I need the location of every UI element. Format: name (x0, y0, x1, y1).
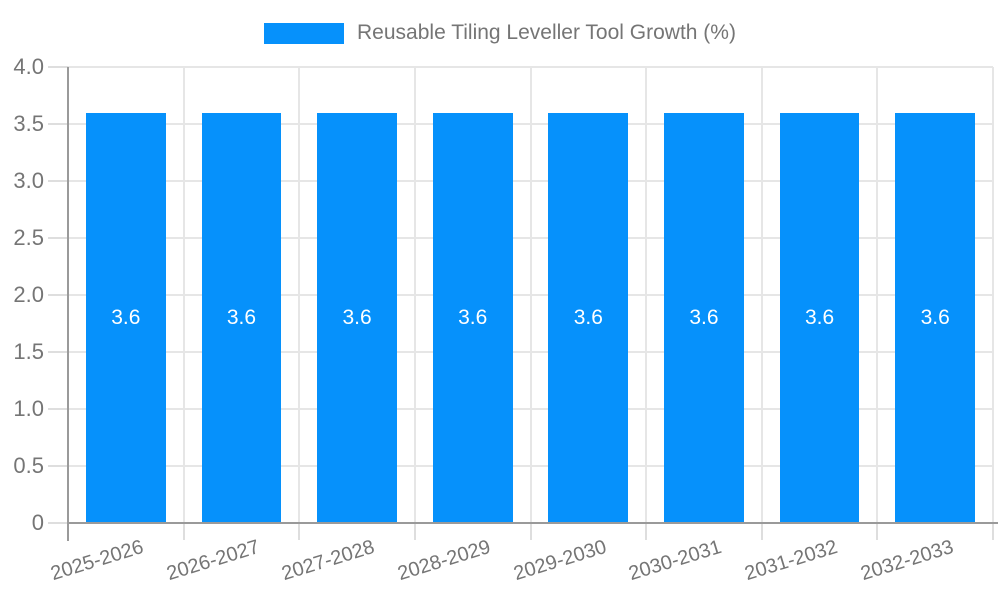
bar-column: 3.6 2031-2032 (742, 67, 878, 585)
y-tick (48, 351, 68, 353)
bar-2027-2028[interactable]: 3.6 (317, 112, 397, 523)
bar-value-label: 3.6 (573, 305, 603, 329)
y-tick (48, 237, 68, 239)
y-tick (48, 123, 68, 125)
bar-value-label: 3.6 (804, 305, 835, 329)
x-tick (529, 523, 532, 540)
bar-2031-2032[interactable]: 3.6 (779, 112, 860, 523)
x-boundary-gridline (760, 67, 763, 523)
x-axis-tick-label: 2032-2033 (857, 536, 956, 586)
x-boundary-gridline (876, 67, 879, 523)
y-tick (48, 294, 68, 296)
bar-value-label: 3.6 (111, 305, 141, 329)
x-tick (645, 523, 648, 540)
y-axis-tick-label: 0.5 (13, 453, 44, 478)
x-axis-tick-label: 2030-2031 (626, 536, 725, 586)
x-axis-tick-label: 2026-2027 (163, 536, 262, 586)
x-axis-tick-label: 2028-2029 (395, 536, 494, 586)
x-boundary-gridline (413, 67, 416, 523)
y-axis-tick-label: 1.5 (13, 339, 44, 364)
bar-column: 3.6 2032-2033 (858, 67, 993, 585)
bar-column: 3.6 2030-2031 (626, 67, 762, 585)
y-axis-tick-label: 0 (31, 510, 44, 535)
bar-column: 3.6 2027-2028 (280, 67, 415, 585)
y-tick (48, 408, 68, 410)
y-tick (48, 180, 68, 182)
x-axis-tick-label: 2029-2030 (510, 536, 609, 586)
x-tick (760, 523, 763, 540)
bar-2029-2030[interactable]: 3.6 (548, 112, 629, 523)
bars-layer: 3.6 2025-2026 3.6 2026-2027 3.6 2027-202… (48, 67, 993, 585)
x-tick (876, 523, 879, 540)
y-axis-tick-label: 1.0 (13, 396, 44, 421)
bar-2025-2026[interactable]: 3.6 (85, 112, 166, 523)
y-tick (48, 66, 68, 68)
bar-column: 3.6 2029-2030 (511, 67, 647, 585)
y-axis-tick-label: 4.0 (13, 54, 44, 79)
x-boundary-gridline (298, 67, 301, 523)
bar-value-label: 3.6 (689, 305, 719, 329)
plot-area: 0 0.5 1.0 1.5 2.0 2.5 3.0 3.5 4.0 3.6 2025-2026 … (13, 56, 998, 585)
x-boundary-gridline (182, 67, 185, 523)
y-tick (48, 522, 68, 524)
legend-label: Reusable Tiling Leveller Tool Growth (%) (357, 21, 736, 44)
x-axis-tick-label: 2027-2028 (279, 536, 378, 586)
y-axis-tick-label: 2.5 (13, 225, 44, 250)
legend-color-swatch[interactable] (264, 22, 345, 44)
x-tick (182, 523, 185, 540)
x-axis-tick-label: 2031-2032 (742, 536, 840, 586)
x-tick (413, 523, 416, 540)
bar-value-label: 3.6 (458, 305, 488, 329)
x-tick (298, 523, 301, 540)
bar-value-label: 3.6 (920, 305, 950, 329)
bar-value-label: 3.6 (226, 305, 257, 329)
x-axis-tick-label: 2025-2026 (48, 536, 147, 586)
bar-column: 3.6 2026-2027 (164, 67, 300, 585)
y-axis-tick-label: 2.0 (13, 282, 44, 307)
bar-column: 3.6 2028-2029 (395, 67, 531, 585)
bar-2030-2031[interactable]: 3.6 (664, 112, 744, 523)
bar-2026-2027[interactable]: 3.6 (201, 112, 282, 523)
x-axis-line (67, 522, 998, 524)
bar-value-label: 3.6 (342, 305, 372, 329)
chart-legend[interactable]: Reusable Tiling Leveller Tool Growth (%) (0, 21, 1000, 45)
y-axis-line (67, 67, 69, 541)
y-axis-tick-label: 3.0 (13, 168, 44, 193)
y-tick (48, 465, 68, 467)
x-tick (992, 523, 994, 540)
x-boundary-gridline (529, 67, 532, 523)
bar-column: 3.6 2025-2026 (48, 67, 184, 585)
grid-layer: 0 0.5 1.0 1.5 2.0 2.5 3.0 3.5 4.0 (13, 56, 994, 540)
y-axis-tick-label: 3.5 (13, 111, 44, 136)
x-boundary-gridline (645, 67, 648, 523)
bar-2028-2029[interactable]: 3.6 (432, 112, 513, 523)
bar-2032-2033[interactable]: 3.6 (895, 112, 976, 523)
x-boundary-gridline (992, 67, 994, 523)
